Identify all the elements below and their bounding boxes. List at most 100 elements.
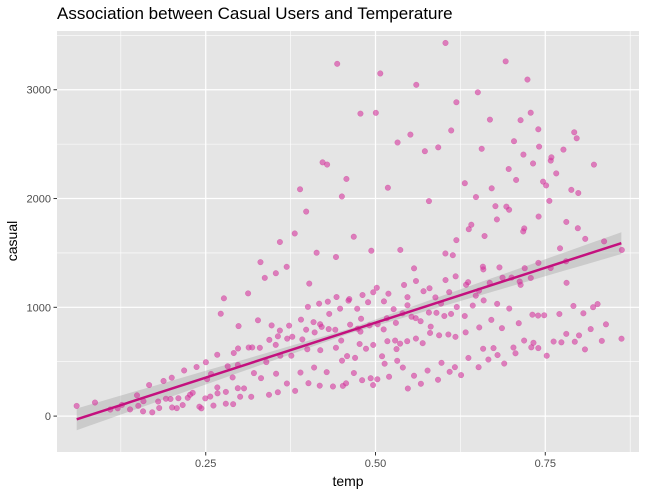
data-point [311,329,318,336]
data-point [357,110,364,117]
data-point [506,305,513,312]
data-point [297,369,304,376]
data-point [486,116,493,123]
data-point [436,332,443,339]
data-point [472,292,479,299]
data-point [479,263,486,270]
data-point [560,146,567,153]
data-point [468,221,475,228]
data-point [445,331,452,338]
data-point [224,363,231,370]
data-point [520,151,527,158]
data-point [316,300,323,307]
data-point [598,337,605,344]
data-point [558,339,565,346]
data-point [350,369,357,377]
data-point [325,326,332,333]
data-point [417,380,424,387]
y-tick-label: 1000 [27,302,51,314]
data-point [257,259,264,266]
data-point [352,354,359,361]
data-point [521,265,528,272]
data-point [135,402,142,409]
data-point [196,403,203,410]
data-point [338,193,345,200]
data-point [343,380,350,387]
data-point [451,364,458,371]
data-point [299,336,306,343]
data-point [494,352,501,359]
data-point [581,346,589,353]
data-point [384,338,391,345]
data-point [261,274,268,281]
data-point [498,325,505,332]
data-point [452,333,459,340]
data-point [276,238,283,246]
data-point [515,320,522,327]
regression-line-layer [76,241,622,421]
data-point [214,384,221,391]
data-point [317,347,324,354]
data-point [425,309,432,316]
data-point [168,374,175,381]
data-point [404,302,411,309]
data-point [424,367,431,374]
data-point [217,310,224,317]
data-point [543,352,550,359]
data-point [368,247,375,254]
data-point [362,345,370,352]
data-point [571,338,578,345]
data-point [404,385,411,392]
data-point [318,323,325,330]
data-point [556,310,563,318]
data-point [338,357,346,364]
data-point [156,404,163,412]
data-point [210,402,217,409]
data-point [254,317,262,324]
data-point [291,230,298,237]
data-point [448,310,455,317]
data-point [365,299,372,306]
data-point [297,316,305,323]
data-point [543,182,550,189]
data-point [492,203,499,210]
data-point [248,393,255,400]
data-point [230,401,237,408]
data-point [546,197,553,204]
data-point [289,333,296,340]
data-point [181,367,188,374]
data-point [397,340,404,347]
data-point [472,194,480,201]
data-point [311,364,318,371]
data-point [354,305,361,312]
data-point [400,281,408,289]
data-point [140,408,147,415]
data-point [283,263,290,270]
data-point [202,395,209,402]
data-point [594,301,601,308]
y-tick-label: 2000 [27,194,51,206]
data-point [582,235,589,242]
data-point [222,400,229,407]
data-point [536,143,543,150]
data-point [370,341,377,348]
data-point [510,344,517,351]
data-point [412,315,419,322]
data-point [419,340,426,347]
data-point [394,139,401,146]
data-point [323,369,330,376]
data-point [602,321,610,328]
data-point [461,180,468,187]
data-point [235,345,242,352]
data-point [453,237,460,244]
data-point [417,318,424,325]
data-point [527,274,534,281]
data-point [392,337,399,344]
data-point [306,280,313,287]
data-point [370,382,377,389]
data-point [91,399,99,406]
data-point [535,345,542,352]
data-point [292,387,299,394]
data-point [337,305,344,312]
data-point [410,372,418,379]
